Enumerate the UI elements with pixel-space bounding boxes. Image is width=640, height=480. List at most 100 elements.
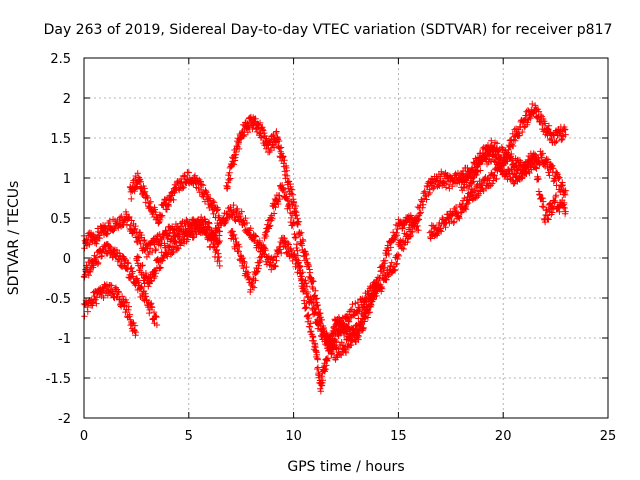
data-point <box>392 261 400 268</box>
data-point <box>530 153 537 160</box>
data-point <box>555 175 562 182</box>
y-tick-label: 0.5 <box>50 212 71 227</box>
data-point <box>537 111 545 119</box>
data-point <box>304 318 312 325</box>
data-point <box>313 365 321 373</box>
data-point <box>385 250 393 258</box>
data-point <box>426 189 434 197</box>
data-point <box>381 257 389 264</box>
data-point <box>128 195 135 203</box>
data-point <box>526 169 533 177</box>
x-tick-label: 0 <box>80 429 88 444</box>
data-point <box>295 218 302 225</box>
data-point <box>278 249 285 257</box>
data-point <box>276 195 283 203</box>
data-point <box>544 156 552 163</box>
data-point <box>370 292 378 299</box>
data-point <box>170 196 177 204</box>
data-point <box>493 175 500 183</box>
data-point <box>197 178 204 185</box>
data-point <box>388 259 395 266</box>
data-point <box>131 322 139 329</box>
data-point <box>549 209 556 216</box>
data-point <box>379 265 387 272</box>
series-track-11 <box>458 144 569 226</box>
data-point <box>438 228 445 235</box>
data-point <box>151 273 159 280</box>
data-point <box>235 139 242 146</box>
data-point <box>369 286 377 294</box>
data-point <box>407 232 414 240</box>
data-point <box>329 335 336 342</box>
data-point <box>310 278 317 285</box>
data-point <box>132 222 139 230</box>
data-point <box>350 325 357 332</box>
data-point <box>138 231 145 239</box>
data-point <box>561 204 568 212</box>
data-point <box>180 184 187 191</box>
data-point <box>286 191 293 198</box>
data-point <box>456 215 463 222</box>
data-point <box>493 140 501 147</box>
data-point <box>118 293 126 300</box>
data-point <box>266 223 273 230</box>
data-point <box>284 239 292 247</box>
data-point <box>280 185 287 193</box>
data-point <box>211 235 219 242</box>
data-point <box>90 262 97 269</box>
data-point <box>411 222 418 230</box>
data-point <box>292 202 300 210</box>
data-point <box>230 231 238 239</box>
data-point <box>202 221 209 228</box>
data-point <box>101 222 109 229</box>
data-point <box>288 186 296 193</box>
data-point <box>152 245 160 253</box>
data-point <box>389 229 397 236</box>
data-point <box>268 215 276 222</box>
data-point <box>137 284 144 292</box>
data-point <box>305 262 313 270</box>
data-point <box>365 309 372 317</box>
data-point <box>510 142 517 150</box>
data-point <box>148 248 156 256</box>
data-point <box>125 260 132 267</box>
data-point <box>252 277 259 284</box>
data-point <box>379 285 386 292</box>
data-point <box>532 159 540 167</box>
data-point <box>257 257 264 265</box>
data-point <box>303 290 310 297</box>
data-point <box>387 244 394 251</box>
data-point <box>198 181 205 188</box>
data-point <box>141 188 149 196</box>
data-point <box>489 180 496 187</box>
data-point <box>100 294 107 302</box>
series-track-10 <box>426 100 569 242</box>
series-track-2 <box>80 241 161 329</box>
data-point <box>261 129 268 137</box>
x-tick-label: 10 <box>285 429 302 444</box>
y-tick-label: 1 <box>63 172 71 187</box>
data-point <box>323 362 330 369</box>
data-point <box>260 244 268 251</box>
data-point <box>254 267 261 275</box>
data-point <box>256 119 264 127</box>
data-point <box>283 172 291 180</box>
data-point <box>429 185 437 192</box>
data-point <box>125 303 132 310</box>
data-point <box>517 166 524 173</box>
data-point <box>104 230 112 237</box>
data-point <box>135 254 142 261</box>
data-point <box>152 270 160 277</box>
data-point <box>274 136 282 143</box>
data-point <box>185 169 192 176</box>
plot-area-border <box>83 57 609 419</box>
data-point <box>325 347 332 355</box>
data-point <box>500 161 507 169</box>
series-track-8 <box>227 181 423 395</box>
data-point <box>123 299 131 306</box>
data-point <box>262 145 270 152</box>
data-point <box>259 250 266 258</box>
data-point <box>283 195 291 203</box>
data-point <box>324 355 332 362</box>
data-point <box>428 222 435 229</box>
